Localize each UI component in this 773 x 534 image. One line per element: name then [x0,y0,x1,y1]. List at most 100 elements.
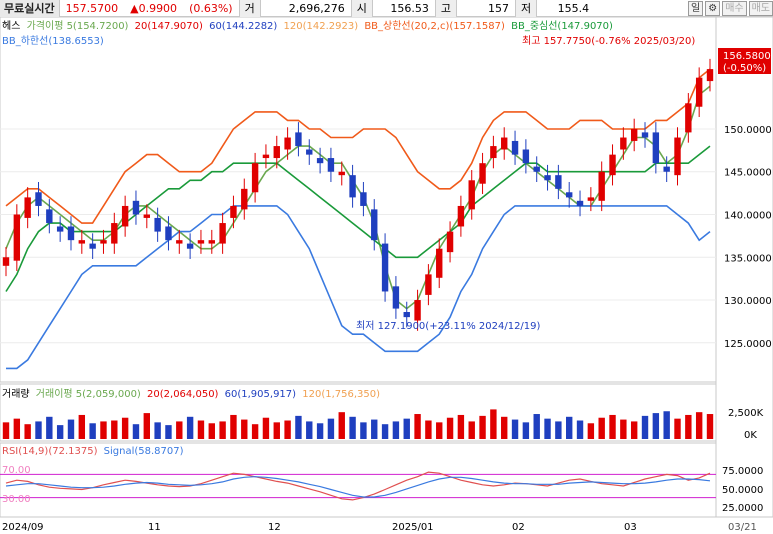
volume-bar [695,412,703,439]
volume-bar [555,421,562,439]
candle-body [425,274,432,295]
candle-body [111,223,118,244]
rsi-tick-25: 25.0000 [722,503,763,514]
volume-bar [641,415,649,439]
volume-bar [89,423,96,439]
volume-bar [338,412,345,439]
candle-body [381,243,389,292]
candle-body [360,192,367,206]
candle-body [436,248,443,278]
volume-bar [403,418,410,439]
volume-bar [522,422,530,439]
sell-button[interactable]: 매도 [748,1,773,16]
candle-body [241,188,248,210]
candle-body [349,175,356,198]
volume-bar [674,418,681,439]
signal-line [5,476,711,498]
candle-body [100,240,107,244]
candle-body [67,226,75,241]
candle-body [295,132,302,147]
stock-chart[interactable]: 헤스 가격이평 5(154.7200) 20(147.9070) 60(144.… [0,17,773,534]
volume-bar [533,414,540,439]
buy-button[interactable]: 매수 [722,1,747,16]
volume-bar [284,420,291,439]
low-label: 저 [514,0,538,17]
rsi-tick-50: 50.0000 [722,485,763,496]
candle-body [674,137,681,176]
open-label: 시 [350,0,373,17]
high-label: 고 [434,0,457,17]
candle-body [56,226,64,232]
volume-bar [143,413,150,439]
volume-bar [251,424,259,439]
volume-legend: 거래량 거래이평 5(2,059,000) 20(2,064,050) 60(1… [2,388,380,400]
volume-bar [436,422,443,439]
volume-bar [392,421,400,439]
candle-body [154,217,161,232]
current-price-marker [718,48,771,74]
price-change: ▲0.9900 [130,1,178,15]
candle-body [446,231,454,253]
price-tick-label: 150.0000 [724,125,772,136]
candle-body [327,158,335,172]
candle-body [576,200,584,206]
candle-body [609,154,616,176]
volume-bar [544,418,551,439]
vol-legend-ma120: 120(1,756,350) [302,389,380,400]
candle-body [685,103,692,133]
volume-bar [24,424,31,439]
candle-body [24,197,31,218]
volume-bar [468,421,475,439]
candle-body [132,200,140,215]
gear-icon[interactable]: ⚙ [705,1,721,16]
candle-body [663,166,670,172]
candle-body [230,205,237,218]
volume-bar [587,423,595,439]
volume-bar [165,425,172,439]
volume-bar [371,419,378,439]
volume-bar [295,415,302,439]
volume-bar [360,422,367,439]
low-value: 155.4 [557,1,590,15]
volume-bar [457,414,465,439]
price-axis: 150.0000 145.0000 140.0000 135.0000 130.0000… [724,125,772,350]
vol-legend-ma20: 20(2,064,050) [147,389,219,400]
period-daily-button[interactable]: 일 [688,1,704,16]
price-tick-label: 135.0000 [724,253,772,264]
series-line [5,68,711,224]
volume-bar [479,415,486,439]
price-legend: 헤스 가격이평 5(154.7200) 20(147.9070) 60(144.… [2,19,613,32]
candle-body [630,128,638,141]
toolbar-right: 일 ⚙ 매수 매도 [686,0,773,17]
candle-body [414,300,421,321]
volume-bar [425,420,432,439]
volume-bar [197,420,205,439]
volume-label: 거 [238,0,261,17]
volume-bar [511,419,519,439]
high-annotation: 최고 157.7750(-0.76% 2025/03/20) [522,35,695,47]
candle-body [13,214,21,261]
quote-bar: 무료실시간 157.5700 ▲0.9900 (0.63%) 거 2,696,2… [0,0,773,17]
x-label-11: 11 [148,522,161,533]
volume-bar [316,423,324,439]
volume-bar [501,416,508,439]
candle-body [273,146,280,159]
volume-value: 2,696,276 [288,1,345,15]
candle-body [587,197,595,201]
volume-bar [306,421,313,439]
volume-legend-prefix: 거래량 [2,388,30,400]
volume-bar [663,411,670,439]
volume-bar [219,421,226,439]
vol-legend-ma5: 거래이평 5(2,059,000) [36,388,141,400]
candle-body [46,209,53,224]
volume-bar [46,416,53,439]
price-pane [0,17,717,383]
volume-bar [241,419,248,439]
candle-body [468,180,475,210]
legend-ma5: 가격이평 5(154.7200) [27,19,129,32]
rsi-upper-line-label: 70.00 [2,465,31,476]
legend-ma20: 20(147.9070) [135,21,203,32]
volume-bar [685,414,692,439]
candle-body [457,205,465,227]
candle-body [35,192,42,206]
